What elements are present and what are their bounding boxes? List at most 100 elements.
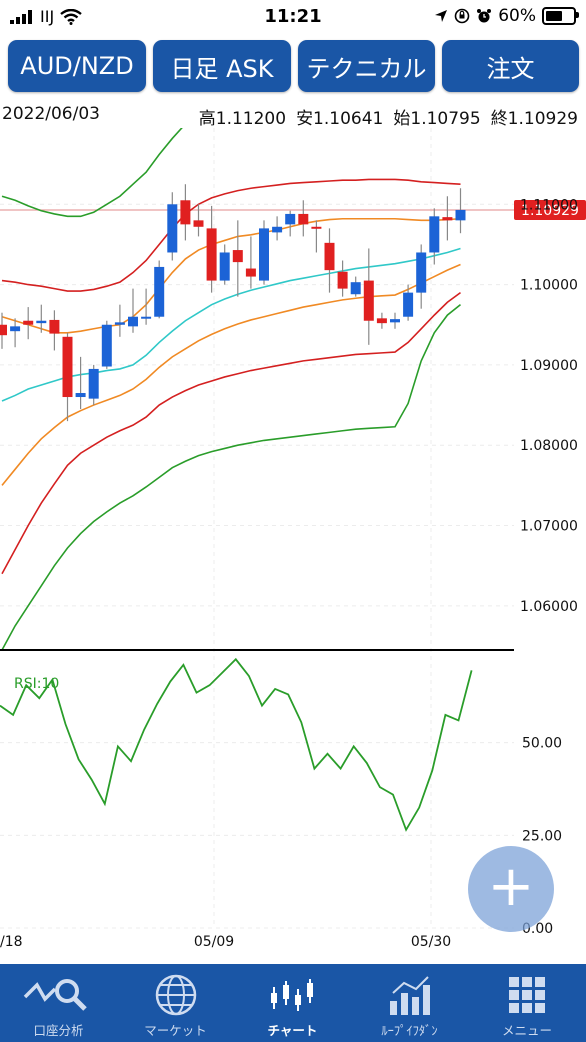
candle-body (114, 322, 125, 325)
carrier-label: IIJ (40, 7, 55, 26)
candle[interactable] (416, 244, 427, 309)
price-tick: 1.10000 (520, 278, 578, 294)
candle[interactable] (167, 192, 178, 261)
price-tick: 1.08000 (520, 438, 578, 454)
price-tick: 1.07000 (520, 519, 578, 535)
candle[interactable] (285, 210, 296, 237)
wifi-icon (60, 8, 82, 25)
candle-body (416, 252, 427, 293)
tab-menu[interactable]: メニュー (468, 964, 586, 1042)
candle[interactable] (245, 236, 256, 289)
tab-account-analysis[interactable]: 口座分析 (0, 964, 117, 1042)
date-tick: 05/30 (411, 934, 451, 950)
technical-button[interactable]: テクニカル (298, 40, 435, 92)
bar-chart-icon (389, 976, 430, 1015)
candle[interactable] (311, 220, 322, 253)
candle-body (259, 228, 269, 281)
candle[interactable] (10, 318, 21, 348)
candle[interactable] (219, 244, 230, 285)
tab-label: メニュー (501, 1023, 552, 1038)
sma-line (1, 247, 461, 402)
status-right: 60% (434, 6, 579, 26)
candle[interactable] (101, 320, 112, 369)
status-time: 11:21 (264, 6, 322, 27)
currency-pair-button[interactable]: AUD/NZD (8, 40, 146, 92)
price-tick: 1.06000 (520, 599, 578, 615)
candle[interactable] (0, 312, 7, 349)
plus-icon: + (487, 854, 535, 919)
candle[interactable] (376, 312, 387, 329)
candle-body (154, 266, 165, 317)
candle-body (193, 220, 204, 227)
order-button[interactable]: 注文 (442, 40, 579, 92)
candle[interactable] (298, 200, 309, 237)
candle[interactable] (259, 220, 269, 285)
candle[interactable] (337, 260, 348, 297)
location-icon (435, 10, 448, 22)
candlestick-icon (270, 979, 313, 1011)
current-price-label: 1.10929 (521, 203, 579, 219)
high-value: 高1.11200 (198, 109, 287, 129)
candle-body (232, 250, 243, 263)
candle[interactable] (272, 216, 283, 241)
candle[interactable] (455, 188, 466, 234)
candle-body (429, 216, 440, 253)
candle-body (88, 368, 99, 399)
candle[interactable] (154, 260, 165, 319)
candle[interactable] (429, 208, 440, 265)
candle[interactable] (75, 356, 86, 410)
signal-icon (10, 9, 32, 24)
candle-body (167, 204, 178, 253)
open-value: 始1.10795 (393, 109, 481, 129)
candle-body (36, 320, 47, 324)
candle[interactable] (180, 184, 191, 241)
candle-body (180, 200, 191, 225)
candle[interactable] (36, 304, 47, 333)
candle[interactable] (114, 304, 125, 337)
candle[interactable] (23, 307, 34, 340)
price-chart[interactable]: 1.10929 1.11000 1.10000 1.09000 1.08000 1.07… (0, 128, 586, 964)
analysis-icon (23, 979, 87, 1011)
tab-repeat-ifdone[interactable]: ﾙｰﾌﾟｲﾌﾀﾞﾝ (351, 964, 468, 1042)
low-value: 安1.10641 (296, 109, 384, 129)
candle[interactable] (206, 205, 217, 293)
candle[interactable] (49, 310, 60, 351)
candle[interactable] (350, 276, 361, 297)
bb-inner-lower-line (1, 263, 461, 486)
candle[interactable] (390, 312, 400, 329)
candle[interactable] (141, 288, 152, 325)
candle[interactable] (193, 204, 204, 237)
candle-body (49, 319, 60, 334)
candle[interactable] (128, 288, 138, 333)
current-price-label-bg (514, 199, 586, 220)
candle[interactable] (232, 220, 243, 297)
candle[interactable] (442, 196, 453, 241)
rsi-tick: 25.00 (522, 828, 562, 844)
candle-body (128, 316, 138, 327)
candle-body (337, 271, 348, 289)
candle-body (206, 228, 217, 281)
candle-body (298, 213, 309, 225)
bb-upper2-line (1, 128, 183, 218)
timeframe-button[interactable]: 日足 ASK (153, 40, 291, 92)
alarm-icon (477, 9, 492, 23)
rsi-tick: 50.00 (522, 736, 562, 752)
candle[interactable] (363, 248, 374, 345)
tab-market[interactable]: マーケット (117, 964, 234, 1042)
candle[interactable] (403, 284, 414, 321)
candle-body (75, 393, 86, 398)
date-tick: 05/09 (194, 934, 234, 950)
candle-date: 2022/06/03 (2, 104, 100, 124)
candle-body (390, 319, 400, 323)
candle[interactable] (62, 332, 73, 422)
candle-body (219, 252, 230, 281)
rsi-polyline (0, 657, 473, 832)
tab-chart[interactable]: チャート (234, 964, 351, 1042)
bb-lower2-line (1, 304, 461, 651)
add-button[interactable]: + (468, 846, 554, 932)
candle-body (363, 280, 374, 321)
battery-percent: 60% (498, 6, 536, 26)
candle[interactable] (324, 228, 335, 293)
bb-upper1-line (1, 178, 461, 292)
candle[interactable] (88, 364, 99, 406)
